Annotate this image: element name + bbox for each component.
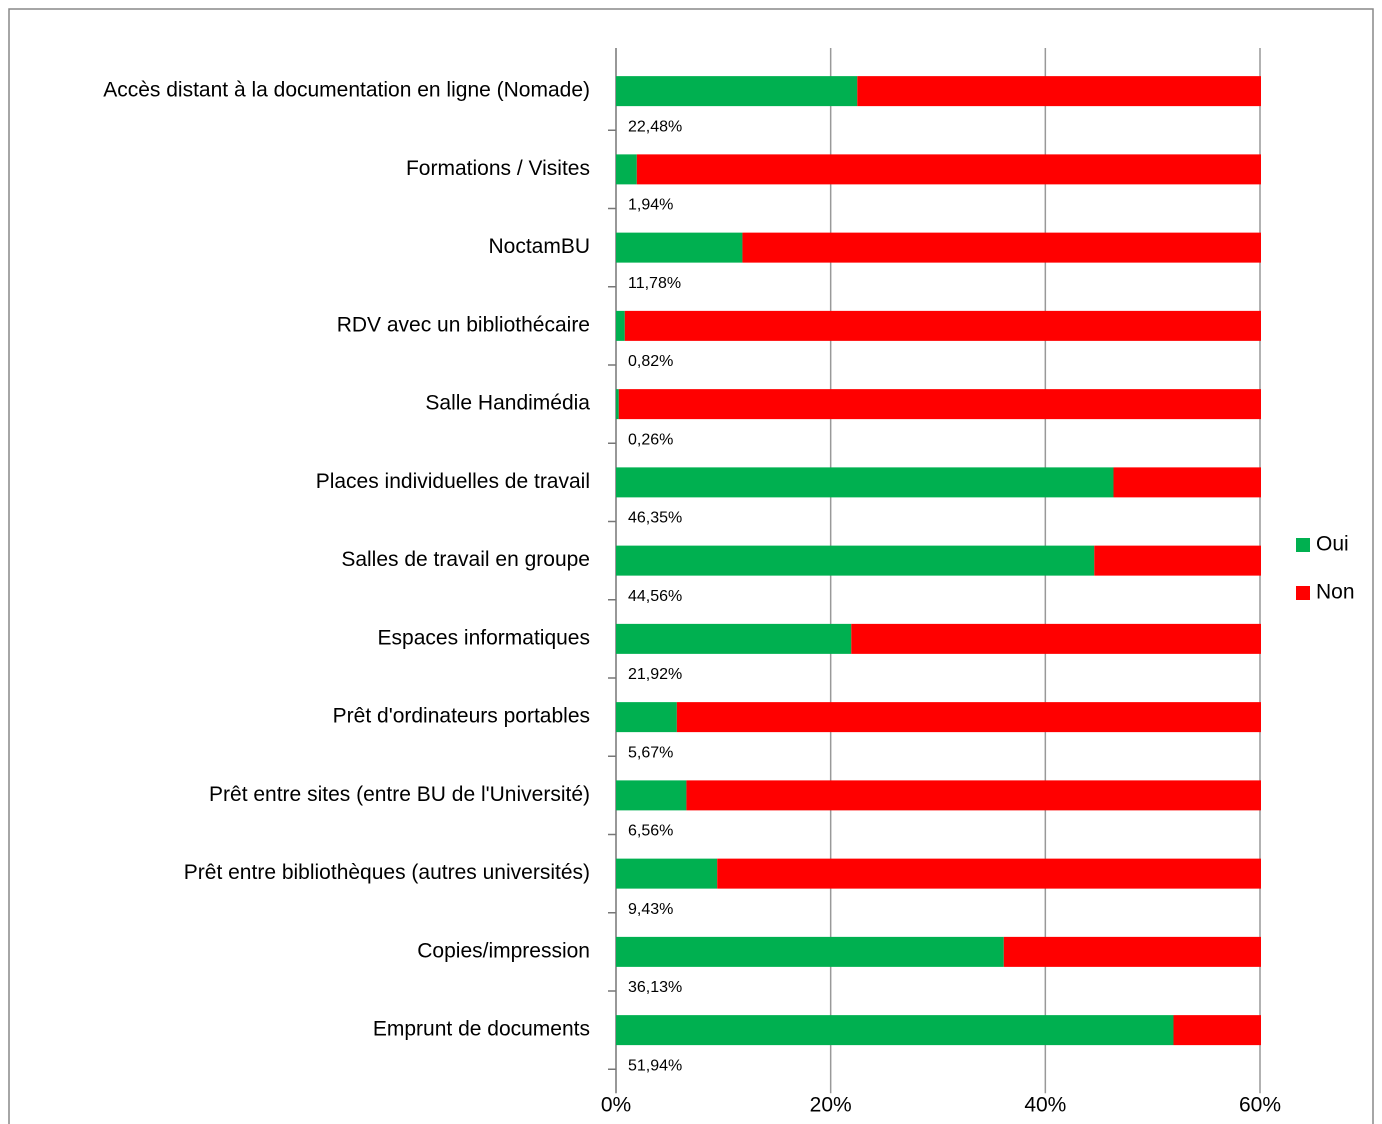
bar-segment [616, 467, 1114, 498]
bar-segment [616, 936, 1004, 967]
category-label: RDV avec un bibliothécaire [337, 313, 590, 336]
bar-segment [616, 858, 718, 889]
bar-segment [851, 623, 1261, 654]
bar-segment [616, 232, 743, 263]
bar-segment [857, 76, 1261, 107]
x-tick-label: 40% [1024, 1094, 1066, 1117]
legend-label: Non [1316, 581, 1355, 604]
value-label: 0,26% [628, 431, 673, 448]
value-label: 44,56% [628, 588, 682, 605]
bar-segment [616, 1015, 1174, 1046]
bar-segment [616, 545, 1095, 576]
value-label: 6,56% [628, 823, 673, 840]
category-label: Places individuelles de travail [316, 470, 590, 493]
bar-segment [1113, 467, 1261, 498]
bar-segment [616, 702, 677, 733]
value-label: 5,67% [628, 744, 673, 761]
value-label: 0,82% [628, 353, 673, 370]
bar-segment [1094, 545, 1261, 576]
category-label: Formations / Visites [406, 157, 590, 180]
category-label: Prêt entre sites (entre BU de l'Universi… [209, 783, 590, 806]
value-label: 51,94% [628, 1057, 682, 1074]
value-label: 21,92% [628, 666, 682, 683]
category-label: NoctamBU [488, 235, 590, 258]
category-label: Emprunt de documents [373, 1018, 590, 1041]
labels: 0% 20% 40% 60% Accès distant à la documentat… [103, 79, 1354, 1117]
value-label: 11,78% [628, 275, 681, 292]
legend-label: Oui [1316, 533, 1349, 556]
category-label: Prêt entre bibliothèques (autres univers… [184, 861, 590, 884]
bar-segment [717, 858, 1261, 889]
bar-segment [636, 154, 1261, 185]
bar-segment [742, 232, 1261, 263]
category-label: Salle Handimédia [425, 392, 590, 415]
legend-swatch [1296, 538, 1310, 552]
bar-segment [1173, 1015, 1261, 1046]
bar-segment [616, 154, 637, 185]
value-label: 36,13% [628, 979, 682, 996]
category-label: Accès distant à la documentation en lign… [103, 79, 590, 102]
category-label: Copies/impression [417, 939, 590, 962]
value-label: 1,94% [628, 197, 673, 214]
bar-segment [618, 389, 1261, 420]
chart-frame [8, 8, 1374, 1124]
bar-segment [676, 702, 1261, 733]
value-label: 46,35% [628, 510, 682, 527]
value-label: 9,43% [628, 901, 673, 918]
bar-segment [1003, 936, 1261, 967]
category-label: Prêt d'ordinateurs portables [333, 705, 590, 728]
x-tick-label: 0% [601, 1094, 631, 1117]
bars [616, 76, 1261, 1046]
legend-swatch [1296, 586, 1310, 600]
value-label: 22,48% [628, 118, 682, 135]
category-label: Salles de travail en groupe [341, 548, 590, 571]
bar-segment [616, 310, 625, 341]
bar-segment [616, 389, 619, 420]
x-tick-label: 20% [810, 1094, 852, 1117]
category-label: Espaces informatiques [378, 626, 590, 649]
bar-segment [616, 623, 852, 654]
bar-segment [624, 310, 1261, 341]
bar-segment [686, 780, 1261, 811]
bar-segment [616, 780, 687, 811]
x-tick-label: 60% [1239, 1094, 1281, 1117]
bar-segment [616, 76, 858, 107]
